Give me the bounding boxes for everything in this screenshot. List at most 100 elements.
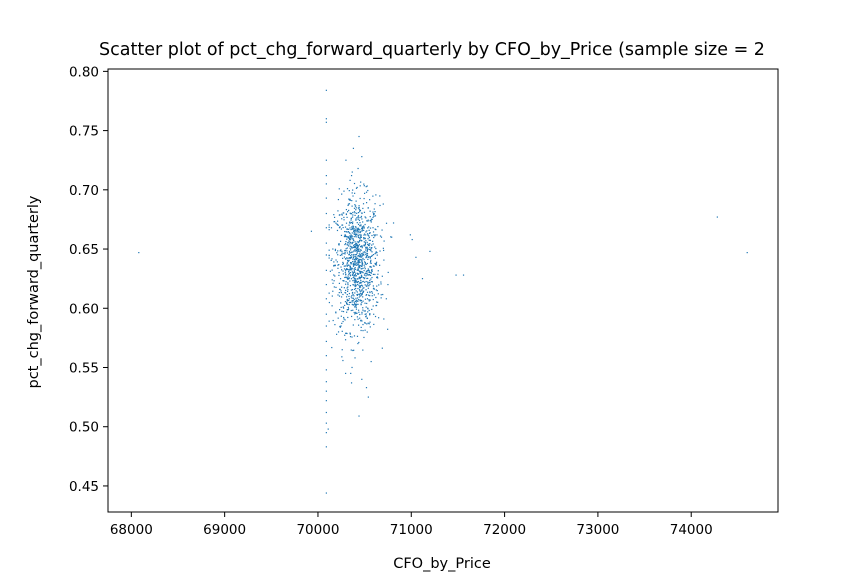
data-point bbox=[372, 240, 374, 242]
data-point bbox=[325, 422, 327, 424]
data-point bbox=[376, 285, 378, 287]
data-point bbox=[358, 267, 360, 269]
data-point bbox=[382, 293, 384, 296]
data-point bbox=[325, 411, 327, 414]
data-point bbox=[390, 236, 392, 238]
data-point bbox=[348, 240, 350, 242]
data-point bbox=[344, 249, 346, 252]
data-point bbox=[362, 349, 364, 351]
data-point bbox=[337, 250, 339, 252]
data-point bbox=[376, 301, 378, 303]
data-point bbox=[360, 268, 362, 270]
data-point bbox=[364, 310, 366, 312]
data-point bbox=[336, 261, 338, 263]
data-point bbox=[368, 236, 371, 239]
data-point bbox=[353, 295, 355, 297]
data-point bbox=[351, 216, 354, 218]
data-point bbox=[366, 294, 368, 296]
data-point bbox=[364, 216, 366, 218]
data-point bbox=[359, 261, 361, 263]
data-point bbox=[358, 277, 360, 279]
data-point bbox=[352, 304, 354, 306]
data-point bbox=[353, 270, 355, 272]
data-point bbox=[364, 243, 367, 245]
data-point bbox=[347, 278, 350, 280]
data-point bbox=[346, 228, 348, 230]
data-point bbox=[375, 289, 377, 291]
data-point bbox=[356, 257, 358, 259]
data-point bbox=[374, 215, 377, 217]
data-point bbox=[341, 356, 343, 358]
data-point bbox=[415, 256, 417, 258]
data-point bbox=[351, 222, 354, 225]
data-point bbox=[364, 322, 366, 324]
data-point bbox=[363, 211, 366, 213]
data-point bbox=[357, 287, 359, 290]
data-point bbox=[359, 197, 361, 200]
data-point bbox=[365, 280, 367, 283]
data-point bbox=[349, 285, 352, 287]
data-point bbox=[357, 257, 359, 260]
data-point bbox=[361, 227, 363, 229]
data-point bbox=[357, 255, 359, 257]
data-point bbox=[325, 355, 327, 357]
data-point bbox=[348, 245, 350, 247]
data-point bbox=[353, 260, 355, 262]
data-point bbox=[344, 234, 347, 236]
data-point bbox=[360, 286, 362, 288]
data-point bbox=[365, 255, 368, 257]
data-point bbox=[332, 248, 334, 250]
data-point bbox=[374, 246, 376, 248]
data-point bbox=[358, 266, 361, 268]
data-point bbox=[344, 301, 347, 303]
data-point bbox=[349, 242, 352, 244]
data-point bbox=[358, 230, 360, 232]
data-point bbox=[352, 273, 354, 275]
data-point bbox=[373, 294, 375, 296]
data-point bbox=[348, 303, 350, 306]
data-point bbox=[349, 236, 352, 238]
data-point bbox=[369, 256, 371, 258]
data-point bbox=[340, 306, 342, 309]
data-point bbox=[358, 208, 360, 210]
data-point bbox=[371, 218, 373, 221]
data-point bbox=[349, 332, 351, 334]
data-point bbox=[365, 272, 368, 274]
data-point bbox=[341, 250, 343, 252]
data-point bbox=[355, 243, 357, 245]
data-point bbox=[357, 309, 360, 311]
data-point bbox=[325, 242, 327, 244]
data-point bbox=[362, 296, 364, 298]
x-tick-label: 71000 bbox=[390, 522, 433, 538]
data-point bbox=[355, 299, 357, 301]
data-point bbox=[353, 258, 356, 260]
data-point bbox=[331, 346, 333, 349]
data-point bbox=[355, 297, 357, 299]
data-point bbox=[355, 312, 357, 315]
y-tick-label: 0.60 bbox=[69, 301, 99, 317]
data-point bbox=[340, 296, 343, 298]
data-point bbox=[360, 181, 362, 183]
data-point bbox=[352, 258, 354, 260]
data-point bbox=[374, 211, 376, 213]
data-point bbox=[354, 267, 356, 269]
data-point bbox=[352, 238, 354, 240]
data-point bbox=[357, 250, 359, 252]
data-point bbox=[358, 273, 360, 275]
data-point bbox=[346, 303, 349, 305]
data-point bbox=[342, 359, 344, 362]
data-point bbox=[356, 293, 359, 296]
data-point bbox=[345, 231, 347, 233]
data-point bbox=[363, 183, 365, 185]
data-point bbox=[375, 264, 378, 266]
data-point bbox=[357, 299, 360, 301]
data-point bbox=[376, 234, 378, 236]
data-point bbox=[361, 212, 363, 215]
data-point bbox=[369, 314, 371, 316]
data-point bbox=[366, 317, 368, 319]
data-point bbox=[380, 236, 383, 238]
data-point bbox=[331, 295, 333, 297]
data-point bbox=[353, 271, 355, 273]
data-point bbox=[363, 229, 365, 231]
data-point bbox=[358, 205, 360, 207]
